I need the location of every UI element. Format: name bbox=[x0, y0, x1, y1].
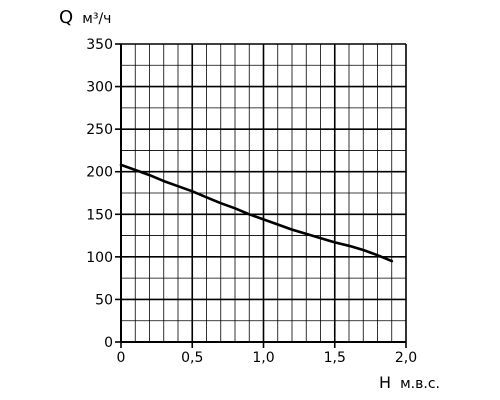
x-axis-title-unit: м.в.с. bbox=[400, 376, 440, 392]
x-tick-label: 2,0 bbox=[395, 350, 417, 366]
y-axis-title-main: Q bbox=[59, 7, 73, 28]
y-axis-title: Q м³/ч bbox=[59, 7, 111, 28]
x-tick-label: 0 bbox=[117, 350, 126, 366]
x-tick-label: 1,5 bbox=[324, 350, 346, 366]
x-tick-label: 0,5 bbox=[181, 350, 203, 366]
x-axis-title-main: H bbox=[379, 373, 391, 392]
y-tick-label: 50 bbox=[95, 292, 113, 308]
series-line bbox=[119, 163, 394, 263]
y-tick-label: 100 bbox=[86, 250, 113, 266]
y-tick-label: 250 bbox=[86, 122, 113, 138]
x-tick-label: 1,0 bbox=[252, 350, 274, 366]
x-axis-title: H м.в.с. bbox=[379, 373, 440, 392]
tick-labels: 0 0,5 1,0 1,5 2,0 0 50 100 150 200 250 300 350 bbox=[86, 37, 417, 366]
series bbox=[119, 163, 394, 263]
y-tick-label: 200 bbox=[86, 165, 113, 181]
y-axis-title-unit: м³/ч bbox=[82, 11, 111, 27]
grid bbox=[115, 43, 407, 348]
y-tick-label: 350 bbox=[86, 37, 113, 53]
axis-titles: Q м³/ч H м.в.с. bbox=[59, 7, 440, 392]
y-tick-label: 150 bbox=[86, 207, 113, 223]
y-tick-label: 300 bbox=[86, 80, 113, 96]
y-tick-label: 0 bbox=[104, 335, 113, 351]
